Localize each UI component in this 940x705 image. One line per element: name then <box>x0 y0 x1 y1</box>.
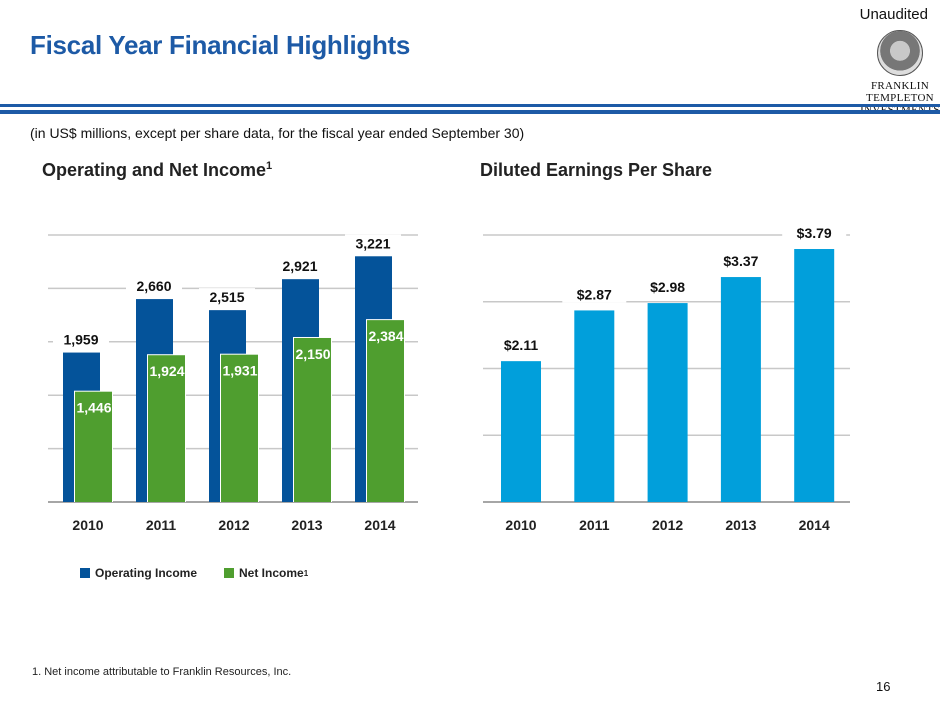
logo-line-1: FRANKLIN TEMPLETON <box>866 80 934 104</box>
data-label-net-income: 2,384 <box>368 328 403 344</box>
chart-title-income: Operating and Net Income1 <box>42 160 272 181</box>
chart-title-eps: Diluted Earnings Per Share <box>480 160 713 180</box>
page-title: Fiscal Year Financial Highlights <box>30 30 411 60</box>
bar-net-income-2014 <box>367 320 404 502</box>
data-label-operating-income: 1,959 <box>63 332 98 348</box>
data-label-eps: $3.37 <box>723 253 758 269</box>
bar-eps-2011 <box>574 310 615 502</box>
bar-eps-2014 <box>794 249 835 502</box>
bar-net-income-2013 <box>294 337 331 502</box>
bar-eps-2013 <box>720 277 761 502</box>
bar-net-income-2010 <box>75 391 112 502</box>
header-rule <box>0 104 940 107</box>
data-label-eps: $2.11 <box>504 337 538 353</box>
x-tick-label: 2014 <box>799 517 830 533</box>
data-label-operating-income: 3,221 <box>355 235 390 251</box>
chart-title-text: Operating and Net Income <box>42 160 267 180</box>
legend-label: Net Income <box>239 566 304 580</box>
data-label-operating-income: 2,660 <box>136 278 171 294</box>
x-tick-label: 2013 <box>725 517 756 533</box>
data-label-net-income: 2,150 <box>295 346 330 362</box>
x-tick-label: 2010 <box>72 517 103 533</box>
label-background <box>126 277 182 296</box>
bar-net-income-2012 <box>221 354 258 502</box>
bar-eps-2010 <box>501 361 541 502</box>
x-tick-label: 2011 <box>146 517 177 533</box>
label-background <box>345 234 401 253</box>
unaudited-label: Unaudited <box>859 6 928 23</box>
data-label-net-income: 1,931 <box>222 363 257 379</box>
label-background <box>489 333 553 354</box>
data-label-operating-income: 2,921 <box>282 258 317 274</box>
subtitle: (in US$ millions, except per share data,… <box>30 125 525 141</box>
footnote-marker: 1 <box>266 160 273 172</box>
bar-net-income-2011 <box>148 355 185 502</box>
legend-label: Operating Income <box>95 566 198 580</box>
label-background <box>53 330 109 349</box>
label-background <box>199 288 255 307</box>
legend-swatch <box>224 568 234 578</box>
data-label-net-income: 1,924 <box>149 363 184 379</box>
bar-eps-2012 <box>647 303 688 502</box>
footnote: 1. Net income attributable to Franklin R… <box>32 666 292 678</box>
label-background <box>708 249 773 270</box>
data-label-operating-income: 2,515 <box>209 289 244 305</box>
label-background <box>635 275 700 296</box>
x-tick-label: 2012 <box>652 517 683 533</box>
x-tick-label: 2013 <box>291 517 322 533</box>
x-tick-label: 2012 <box>218 517 249 533</box>
label-background <box>782 221 847 242</box>
data-label-eps: $2.87 <box>577 286 612 302</box>
data-label-net-income: 1,446 <box>76 400 111 416</box>
label-background <box>562 282 627 303</box>
legend-operating-income: Operating Income <box>80 566 197 580</box>
page-number: 16 <box>876 679 891 694</box>
legend-swatch <box>80 568 90 578</box>
portrait-seal-icon <box>877 30 923 76</box>
label-background <box>272 257 328 276</box>
legend-net-income: Net Income 1 <box>224 566 308 580</box>
x-tick-label: 2014 <box>364 517 395 533</box>
footnote-marker: 1 <box>303 568 309 578</box>
x-tick-label: 2010 <box>505 517 536 533</box>
data-label-eps: $3.79 <box>797 225 832 241</box>
data-label-eps: $2.98 <box>650 279 685 295</box>
x-tick-label: 2011 <box>579 517 610 533</box>
header-rule <box>0 110 940 114</box>
